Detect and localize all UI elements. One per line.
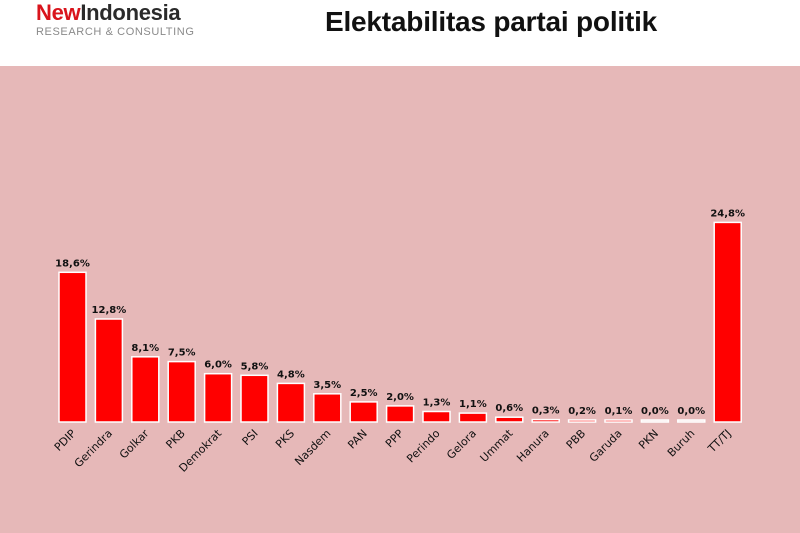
data-label: 0,0% (677, 406, 705, 417)
category-label: Gerindra (72, 427, 115, 470)
category-label: Perindo (404, 427, 443, 466)
data-label: 0,0% (641, 406, 669, 417)
bar-ppp (385, 405, 415, 423)
brand-name-part1: New (36, 0, 81, 25)
bar-perindo (422, 410, 451, 423)
brand-logo: NewIndonesia RESEARCH & CONSULTING (36, 1, 194, 39)
header: NewIndonesia RESEARCH & CONSULTING Elekt… (0, 0, 800, 66)
data-label: 1,1% (459, 399, 487, 410)
bar-gelora (458, 412, 488, 423)
data-label: 12,8% (92, 305, 127, 316)
data-label: 0,3% (532, 406, 560, 417)
data-label: 4,8% (277, 369, 305, 380)
chart-panel: 18,6% PDIP 12,8% Gerindra 8,1% Golkar 7,5% PKB 6… (0, 66, 800, 533)
category-label: PSI (239, 427, 260, 448)
bar-psi (240, 374, 269, 423)
data-label: 2,0% (386, 392, 414, 403)
brand-name: NewIndonesia (36, 1, 194, 25)
category-label: Nasdem (292, 427, 333, 468)
bar-buruh (677, 419, 706, 423)
category-label: PKB (163, 427, 187, 451)
category-label: TT/TJ (705, 427, 734, 456)
data-label: 0,2% (568, 406, 596, 417)
bar-chart: 18,6% PDIP 12,8% Gerindra 8,1% Golkar 7,5% PKB 6… (52, 208, 745, 474)
category-label: PBB (564, 427, 589, 452)
data-label: 8,1% (131, 343, 159, 354)
data-label: 7,5% (168, 348, 196, 359)
brand-name-part2: Indonesia (80, 0, 181, 25)
bar-pkb (167, 360, 196, 423)
bar-pkn (640, 419, 670, 423)
bar-gerindra (94, 318, 124, 423)
category-label: PKN (636, 427, 661, 452)
data-label: 24,8% (710, 208, 745, 219)
category-label: Ummat (478, 426, 516, 464)
category-label: Gelora (444, 427, 479, 462)
category-label: PAN (345, 427, 370, 452)
data-label: 0,6% (495, 403, 523, 414)
data-label: 3,5% (313, 380, 341, 391)
data-label: 2,5% (350, 388, 378, 399)
bar-pdip (58, 271, 87, 423)
data-label: 0,1% (605, 406, 633, 417)
brand-subtitle: RESEARCH & CONSULTING (36, 26, 195, 38)
bar-demokrat (203, 372, 233, 423)
bar-pan (349, 401, 378, 423)
data-label: 6,0% (204, 360, 232, 371)
bar-pbb (567, 419, 597, 423)
category-label: Hanura (514, 427, 552, 465)
category-label: Garuda (587, 427, 625, 465)
bar-golkar (131, 356, 160, 423)
category-label: PPP (383, 427, 407, 451)
category-label: PKS (273, 427, 297, 451)
bar-pks (276, 382, 306, 423)
page-title: Elektabilitas partai politik (325, 6, 658, 37)
data-label: 1,3% (423, 398, 451, 409)
bar-ummat (495, 416, 524, 423)
data-label: 5,8% (241, 361, 269, 372)
category-label: Buruh (665, 427, 698, 460)
category-label: PDIP (52, 427, 79, 454)
data-label: 18,6% (55, 258, 90, 269)
bar-hanura (531, 418, 560, 423)
category-label: Golkar (117, 427, 152, 462)
bar-nasdem (313, 393, 342, 423)
bar-tt-tj (713, 221, 742, 423)
bar-garuda (604, 419, 633, 423)
